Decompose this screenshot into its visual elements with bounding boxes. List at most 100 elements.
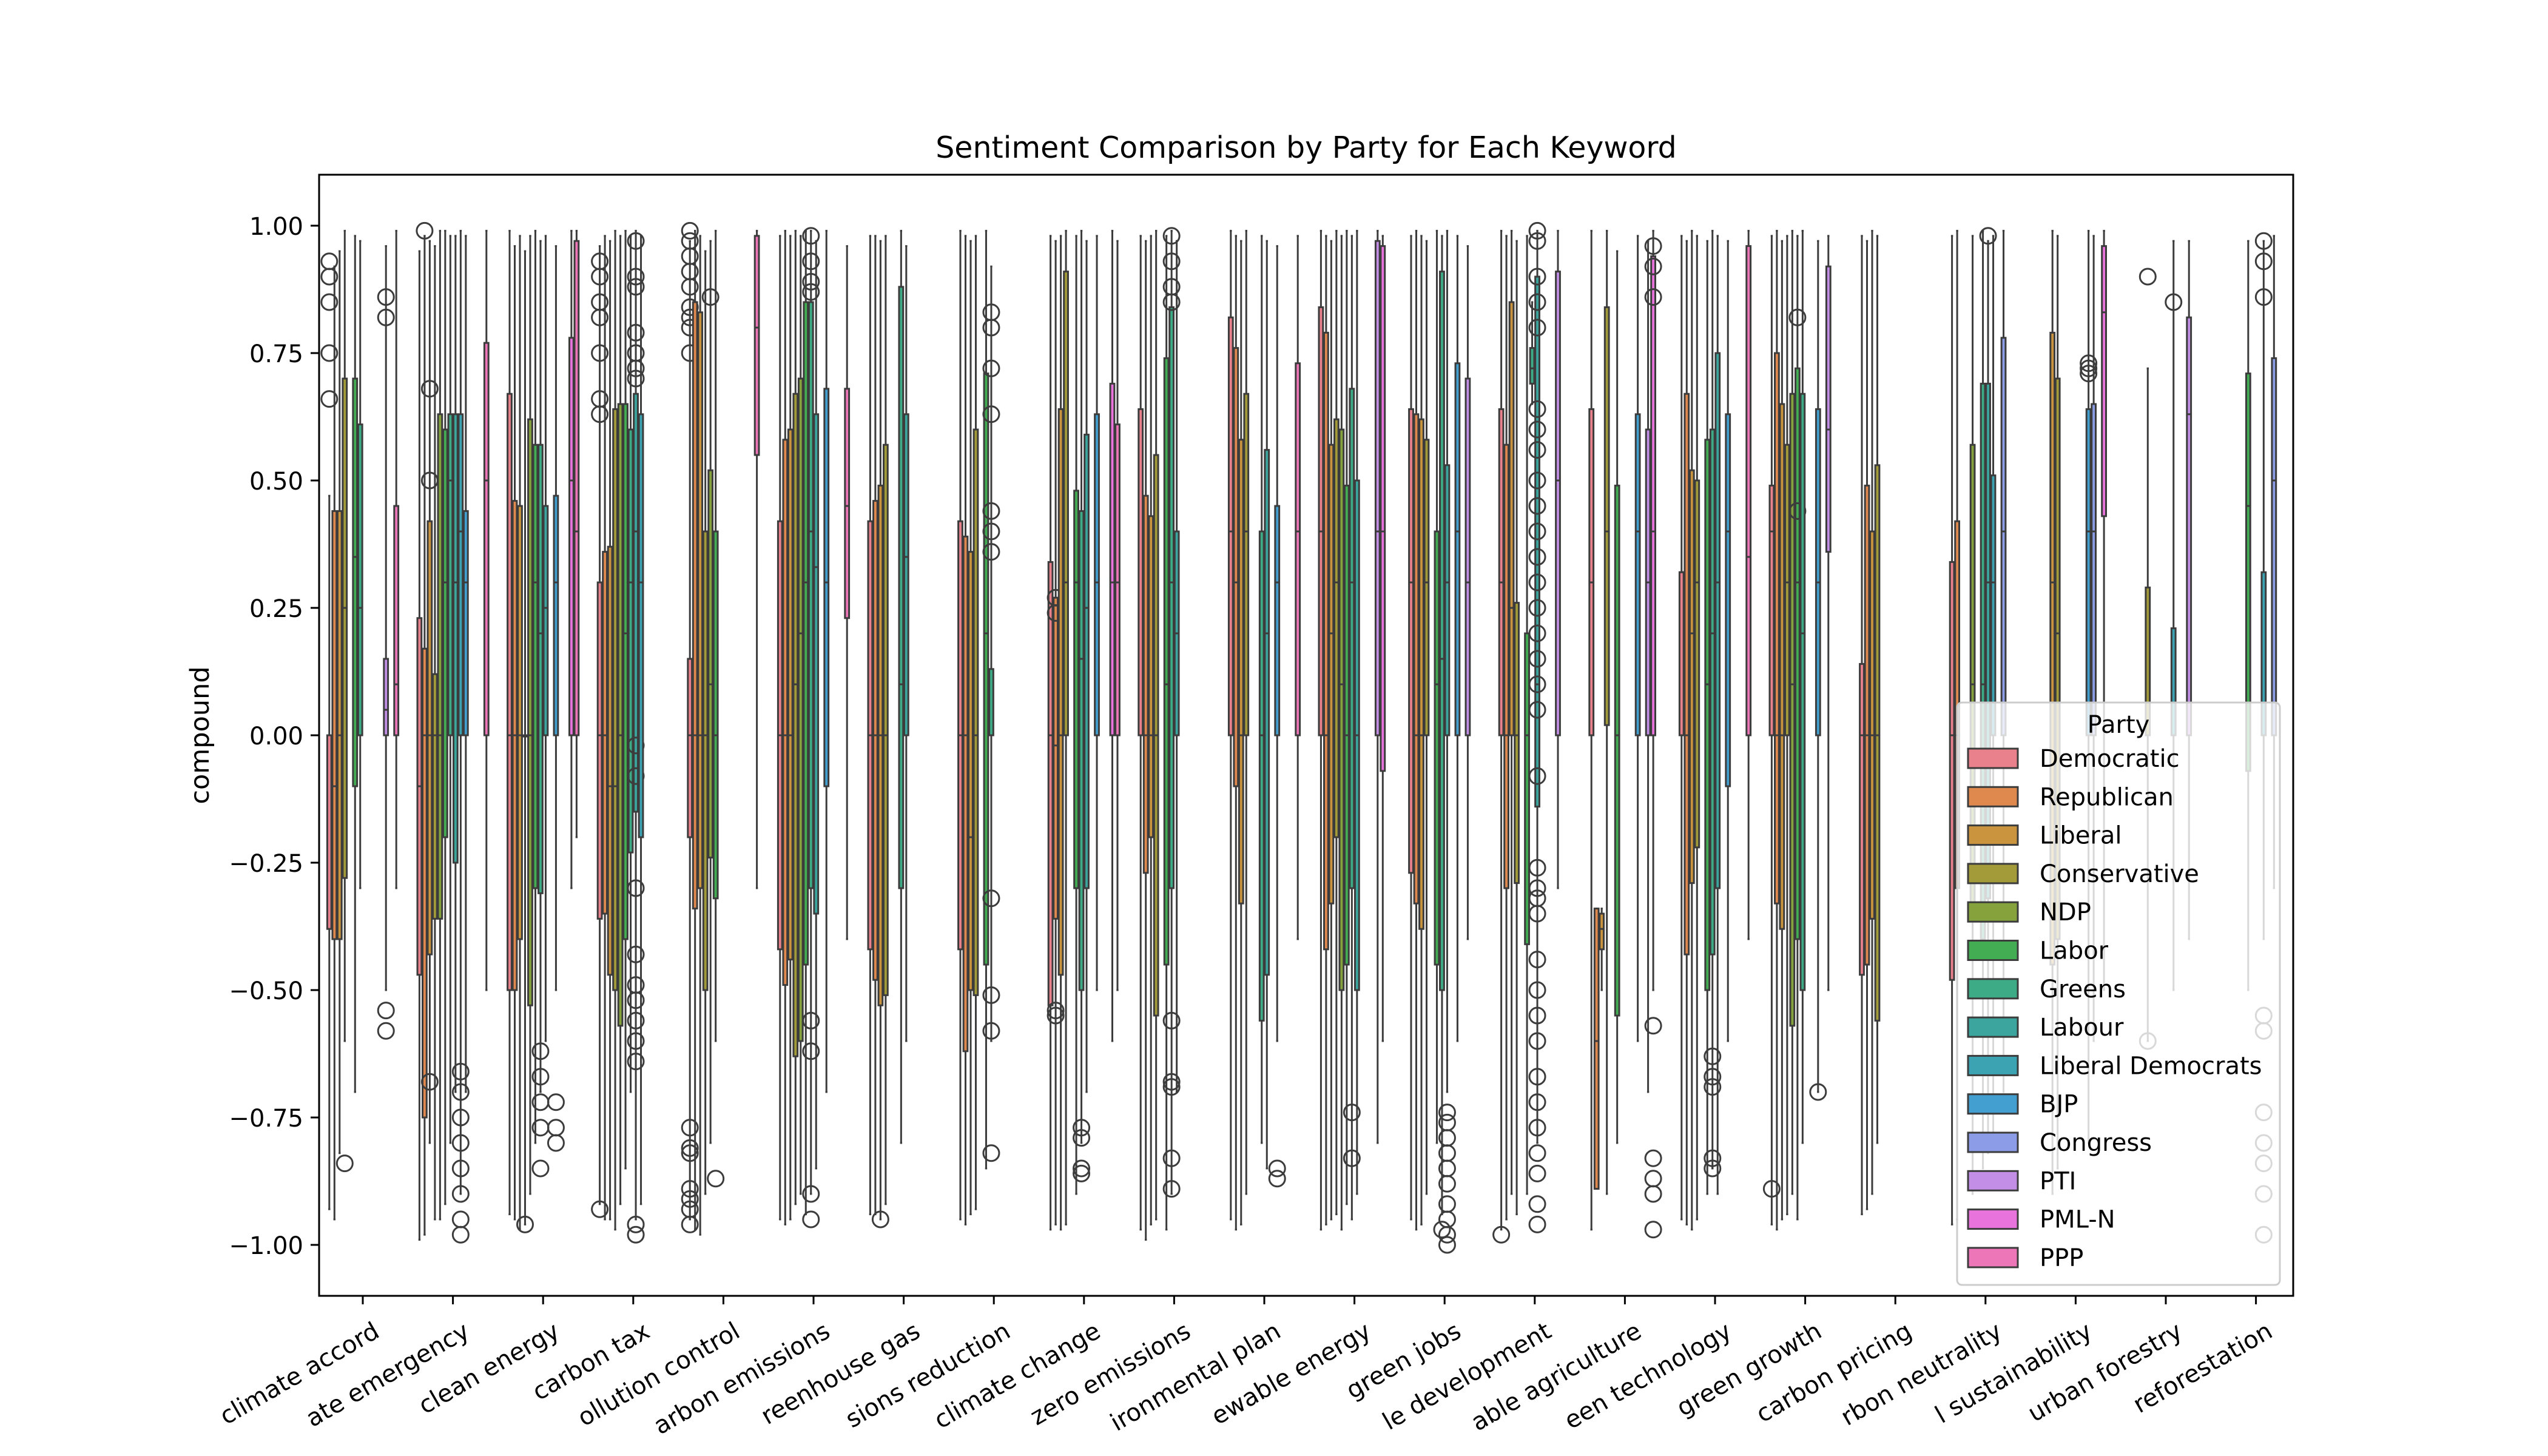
box-iqr bbox=[1684, 393, 1690, 956]
outlier-point bbox=[982, 359, 1000, 377]
outlier-point bbox=[681, 1144, 699, 1162]
box-iqr bbox=[1343, 484, 1350, 966]
y-tick-label: 0.50 bbox=[249, 468, 303, 496]
box-labour bbox=[1528, 221, 1546, 1233]
box-republican bbox=[1233, 235, 1239, 1231]
box-iqr bbox=[1864, 484, 1870, 966]
box-iqr bbox=[807, 301, 814, 889]
legend-item-liberal-democrats: Liberal Democrats bbox=[1967, 1052, 2262, 1080]
box-iqr bbox=[457, 413, 464, 736]
outlier-point bbox=[1073, 1159, 1091, 1178]
outlier-point bbox=[1528, 293, 1546, 311]
box-greens bbox=[1258, 235, 1265, 1144]
legend-item-liberal: Liberal bbox=[1967, 822, 2122, 850]
box-republican bbox=[1864, 240, 1870, 1210]
box-greens bbox=[1343, 235, 1361, 1221]
box-greens bbox=[1162, 227, 1181, 1198]
box-iqr bbox=[882, 443, 889, 996]
box-iqr bbox=[1163, 357, 1170, 966]
box-iqr bbox=[416, 617, 423, 976]
box-iqr bbox=[1148, 515, 1154, 838]
box-group-clean-energy bbox=[507, 229, 580, 1233]
outlier-point bbox=[1268, 1170, 1286, 1188]
legend-label: Greens bbox=[2040, 976, 2126, 1003]
box-group-renewable-energy bbox=[1318, 229, 1386, 1231]
legend-item-bjp: BJP bbox=[1967, 1091, 2078, 1119]
outlier-point bbox=[1528, 1068, 1546, 1086]
outlier-point bbox=[2138, 268, 2157, 286]
box-iqr bbox=[877, 484, 884, 1006]
box-greens bbox=[1529, 301, 1535, 405]
box-conservative bbox=[792, 229, 799, 1205]
outlier-point bbox=[1438, 1225, 1456, 1244]
legend-item-congress: Congress bbox=[1967, 1129, 2152, 1157]
outlier-point bbox=[802, 252, 820, 271]
outlier-point bbox=[451, 1159, 470, 1178]
outlier-point bbox=[1433, 1221, 1451, 1239]
outlier-point bbox=[1528, 441, 1546, 459]
outlier-point bbox=[1343, 1149, 1361, 1167]
outlier-point bbox=[1528, 522, 1546, 541]
box-iqr bbox=[1709, 428, 1716, 956]
outlier-point bbox=[1704, 1078, 1722, 1096]
box-group-green-technology bbox=[1678, 229, 1752, 1231]
box-iqr bbox=[803, 301, 809, 966]
outlier-point bbox=[982, 318, 1000, 337]
box-iqr bbox=[1555, 271, 1561, 736]
outlier-point bbox=[1528, 1144, 1546, 1162]
box-iqr bbox=[1114, 423, 1121, 736]
box-group-emissions-reduction bbox=[957, 229, 1000, 1225]
box-iqr bbox=[452, 413, 459, 864]
outlier-point bbox=[1073, 1119, 1091, 1137]
outlier-point bbox=[1438, 1104, 1456, 1122]
legend-item-conservative: Conservative bbox=[1967, 860, 2199, 888]
box-iqr bbox=[1524, 632, 1530, 945]
outlier-point bbox=[1528, 268, 1546, 286]
box-iqr bbox=[538, 443, 544, 894]
box-republican bbox=[1323, 235, 1329, 1225]
outlier-point bbox=[1046, 1002, 1065, 1020]
box-conservative bbox=[612, 229, 618, 1231]
legend-title: Party bbox=[2088, 711, 2150, 739]
box-labor bbox=[532, 229, 539, 1144]
box-democratic bbox=[1678, 235, 1685, 1221]
legend-label: Labor bbox=[2040, 937, 2109, 965]
legend-swatch bbox=[1967, 747, 2019, 769]
box-greens bbox=[627, 235, 634, 1093]
outlier-point bbox=[1644, 1017, 1662, 1035]
box-iqr bbox=[326, 734, 332, 930]
outlier-point bbox=[627, 1011, 645, 1030]
box-iqr bbox=[342, 377, 348, 879]
box-liberal bbox=[1688, 229, 1695, 1231]
box-group-pollution-control bbox=[681, 221, 760, 1236]
outlier-point bbox=[1162, 1149, 1181, 1167]
box-iqr bbox=[1650, 255, 1656, 736]
box-iqr bbox=[331, 510, 338, 940]
box-labour bbox=[1264, 240, 1270, 1170]
box-iqr bbox=[1588, 408, 1595, 736]
box-democratic bbox=[867, 235, 874, 1216]
box-iqr bbox=[1418, 418, 1424, 930]
y-tick-label: −0.25 bbox=[229, 850, 303, 878]
box-labor bbox=[1524, 235, 1530, 1195]
legend-item-pti: PTI bbox=[1967, 1167, 2076, 1195]
outlier-point bbox=[420, 380, 439, 398]
box-democratic bbox=[1318, 229, 1324, 1231]
outlier-point bbox=[1162, 252, 1181, 271]
box-labor bbox=[707, 229, 725, 1188]
box-greens bbox=[1799, 229, 1806, 1144]
box-iqr bbox=[1514, 602, 1520, 885]
box-iqr bbox=[511, 500, 518, 991]
outlier-point bbox=[1528, 548, 1546, 566]
outlier-point bbox=[1528, 1215, 1546, 1233]
box-labour bbox=[813, 240, 820, 1170]
legend-swatch bbox=[1967, 1247, 2019, 1269]
box-liberal-democrats bbox=[638, 235, 644, 1205]
legend-label: Liberal Democrats bbox=[2040, 1052, 2262, 1080]
box-liberal bbox=[336, 250, 343, 1154]
box-republican bbox=[1413, 229, 1420, 1231]
outlier-point bbox=[1162, 1011, 1181, 1030]
box-iqr bbox=[1057, 408, 1064, 976]
box-ppp bbox=[1114, 240, 1121, 991]
